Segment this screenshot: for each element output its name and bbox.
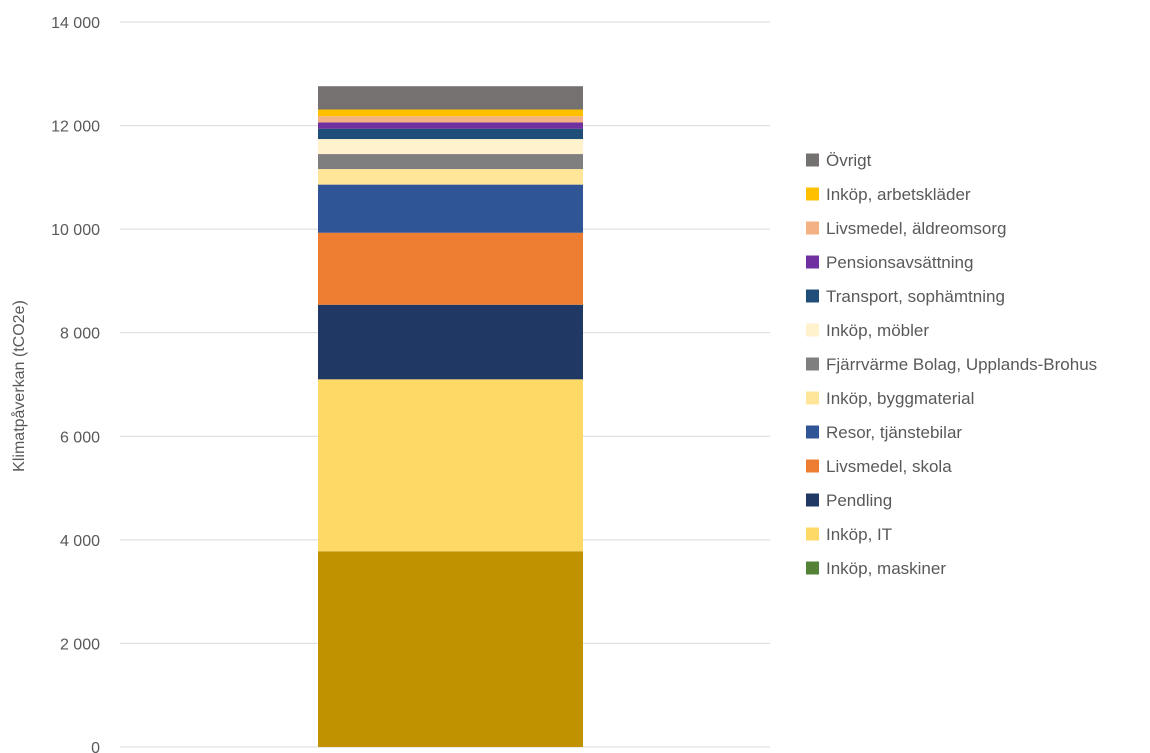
bar-segment-resor-tjänstebilar — [318, 184, 583, 233]
legend-label: Inköp, arbetskläder — [826, 185, 971, 204]
bar-stack — [318, 86, 583, 747]
legend-label: Pensionsavsättning — [826, 253, 973, 272]
bar-segment-transport-sophämtning — [318, 128, 583, 140]
y-tick-label: 2 000 — [60, 636, 100, 653]
legend-label: Resor, tjänstebilar — [826, 423, 962, 442]
bar-segment-inköp-byggmaterial — [318, 169, 583, 185]
y-tick-label: 12 000 — [51, 119, 100, 136]
legend-swatch — [806, 187, 819, 201]
legend-swatch — [806, 459, 819, 473]
bar-segment-pendling — [318, 304, 583, 380]
bar-segment-inköp-it — [318, 379, 583, 552]
y-tick-label: 6 000 — [60, 429, 100, 446]
y-axis-title: Klimatpåverkan (tCO2e) — [10, 300, 28, 472]
legend-label: Inköp, möbler — [826, 321, 929, 340]
bar-segment-inköp-möbler — [318, 139, 583, 155]
legend-label: Övrigt — [826, 151, 872, 170]
legend-label: Pendling — [826, 491, 892, 510]
bar-segment-inköp-arbetskläder — [318, 109, 583, 117]
legend-swatch — [806, 221, 819, 235]
legend-swatch — [806, 357, 819, 371]
bar-segment-fjärrvärme-bolag-upplands-brohus — [318, 154, 583, 170]
bar-segment-livsmedel-äldreomsorg — [318, 116, 583, 123]
legend-label: Inköp, IT — [826, 525, 892, 544]
bar-segment-inköp-maskiner — [318, 551, 583, 747]
y-tick-label: 0 — [91, 740, 100, 753]
bar-segment-livsmedel-skola — [318, 232, 583, 305]
legend-swatch — [806, 255, 819, 269]
y-tick-label: 8 000 — [60, 326, 100, 343]
y-tick-label: 10 000 — [51, 222, 100, 239]
legend-swatch — [806, 153, 819, 167]
legend-swatch — [806, 323, 819, 337]
legend-swatch — [806, 493, 819, 507]
legend-label: Livsmedel, skola — [826, 457, 952, 476]
legend-label: Transport, sophämtning — [826, 287, 1005, 306]
y-tick-label: 4 000 — [60, 533, 100, 550]
legend-swatch — [806, 289, 819, 303]
legend-swatch — [806, 527, 819, 541]
y-axis-tick-labels: 0 2 000 4 000 6 000 8 000 10 000 12 000 14 000 — [51, 15, 100, 753]
bar-segment-övrigt — [318, 86, 583, 110]
legend-label: Inköp, byggmaterial — [826, 389, 974, 408]
y-tick-label: 14 000 — [51, 15, 100, 32]
legend: Övrigt Inköp, arbetskläder Livsmedel, äldr… — [806, 151, 1097, 578]
legend-swatch — [806, 391, 819, 405]
bar-segment-pensionsavsättning — [318, 122, 583, 129]
legend-label: Inköp, maskiner — [826, 559, 946, 578]
legend-swatch — [806, 425, 819, 439]
legend-swatch — [806, 561, 819, 575]
legend-label: Livsmedel, äldreomsorg — [826, 219, 1006, 238]
legend-label: Fjärrvärme Bolag, Upplands-Brohus — [826, 355, 1097, 374]
